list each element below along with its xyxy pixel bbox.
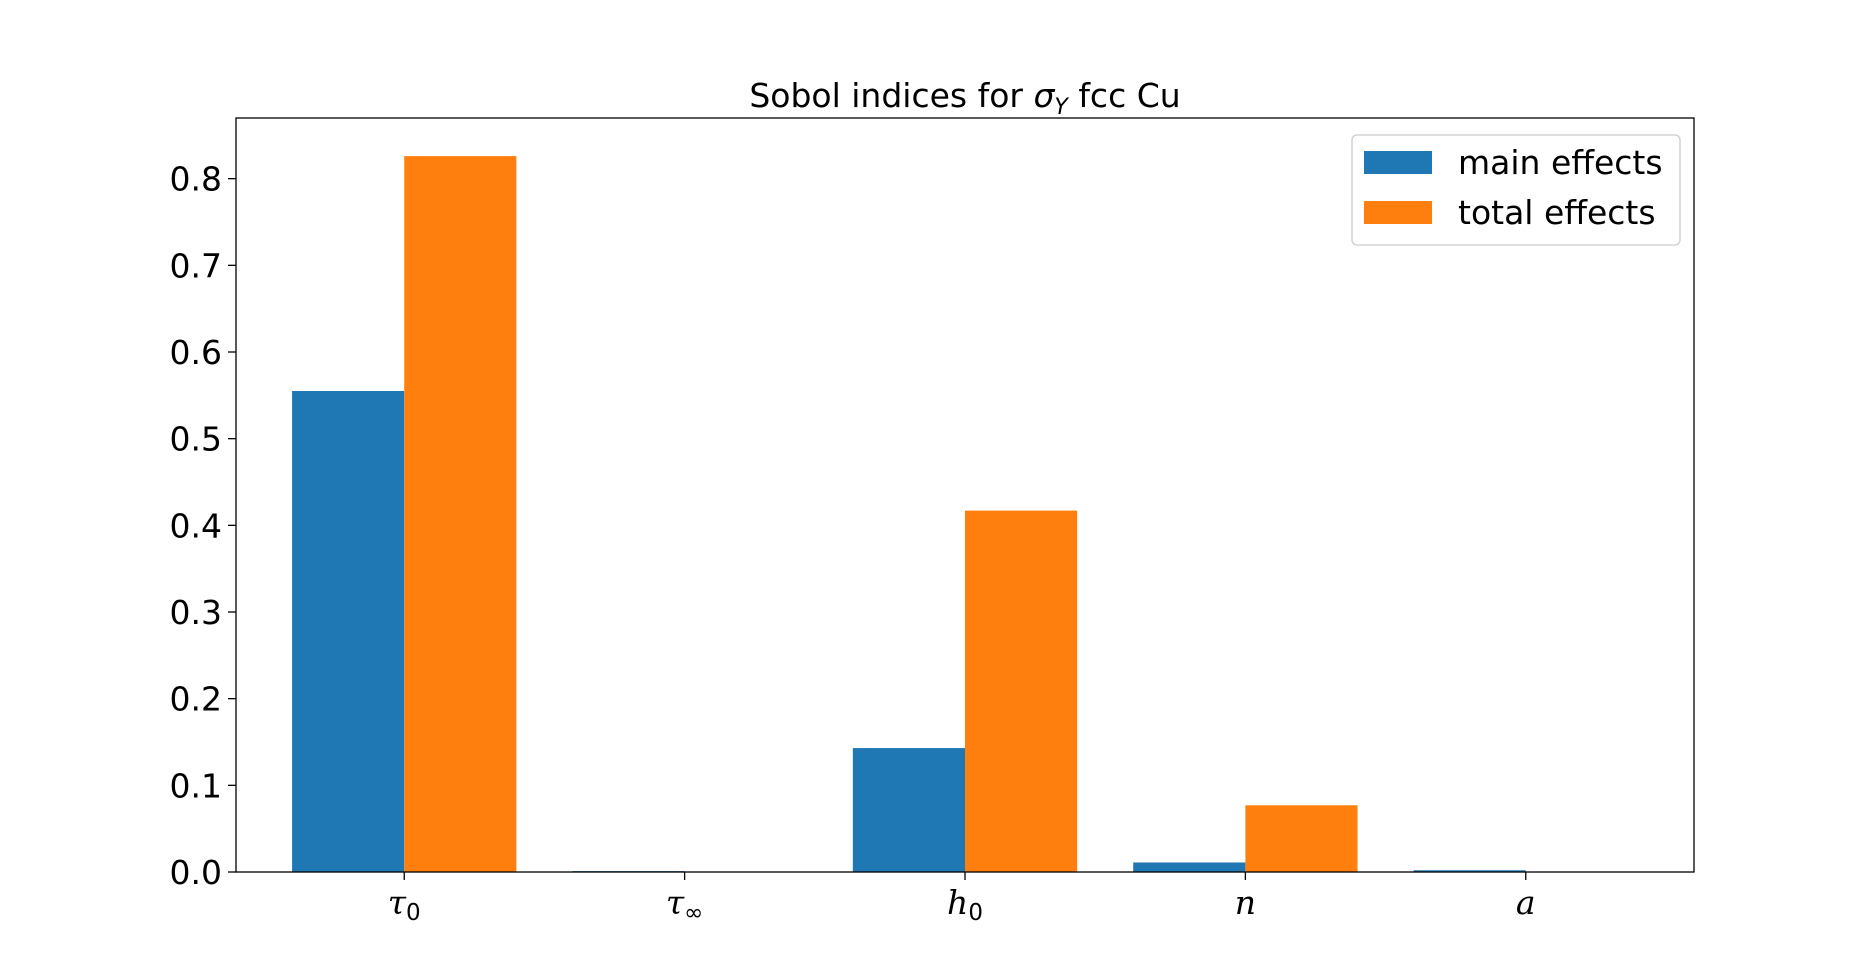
y-tick-label: 0.3 — [170, 593, 222, 632]
x-axis: τ0 τ∞ h0 n a — [388, 872, 1536, 926]
bar-main-2 — [852, 748, 965, 872]
chart-title-suffix: fcc Cu — [1068, 76, 1181, 115]
x-tick-label: n — [1235, 883, 1256, 922]
legend-swatch — [1364, 151, 1432, 174]
y-axis: 0.0 0.1 0.2 0.3 0.4 0.5 0.6 0.7 0.8 — [170, 160, 236, 892]
bars-layer — [292, 156, 1526, 873]
legend-swatch — [1364, 201, 1432, 224]
y-tick-label: 0.8 — [170, 160, 222, 199]
bar-total-3 — [1245, 805, 1358, 872]
bar-main-3 — [1133, 862, 1246, 872]
legend-box — [1351, 134, 1681, 246]
bar-total-0 — [404, 156, 517, 873]
x-tick-label: τ∞ — [666, 883, 703, 926]
y-tick-label: 0.7 — [170, 246, 222, 285]
y-tick-label: 0.4 — [170, 506, 222, 545]
y-tick-label: 0.2 — [170, 680, 222, 719]
y-tick-label: 0.6 — [170, 333, 222, 372]
y-tick-label: 0.1 — [170, 766, 222, 805]
x-tick-label: h0 — [947, 883, 983, 926]
legend: main effects total effects — [1351, 134, 1681, 246]
legend-label: main effects — [1458, 143, 1663, 182]
y-tick-label: 0.5 — [170, 420, 222, 459]
y-tick-label: 0.0 — [170, 853, 222, 892]
legend-label: total effects — [1458, 193, 1656, 232]
bar-main-4 — [1413, 870, 1526, 872]
x-tick-label: a — [1516, 883, 1536, 922]
chart-title-symbol: σ — [1033, 76, 1055, 115]
bar-main-0 — [292, 391, 405, 872]
bar-total-2 — [965, 510, 1078, 872]
chart-title-symbol-sub: Y — [1054, 95, 1069, 120]
chart-title-prefix: Sobol indices for — [749, 76, 1033, 115]
x-tick-label: τ0 — [388, 883, 421, 926]
chart-title: Sobol indices for σY fcc Cu — [749, 76, 1180, 120]
